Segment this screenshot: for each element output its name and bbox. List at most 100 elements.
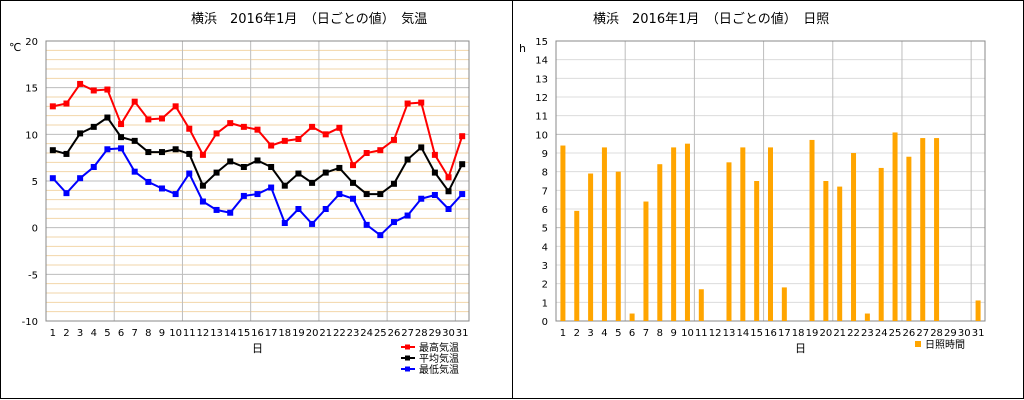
sunshine-chart: 横浜 2016年1月 （日ごとの値） 日照0123456789101112131… (519, 11, 986, 355)
chart-title: 横浜 2016年1月 （日ごとの値） 日照 (593, 11, 829, 27)
x-tick-label: 18 (792, 328, 805, 339)
x-tick-label: 7 (643, 328, 649, 339)
x-tick-label: 4 (601, 328, 607, 339)
data-point (172, 191, 179, 198)
x-tick-label: 20 (306, 328, 319, 339)
x-tick-label: 3 (587, 328, 593, 339)
data-point (309, 179, 316, 186)
y-axis-unit: ℃ (9, 41, 21, 54)
data-point (418, 99, 425, 106)
x-tick-label: 11 (695, 328, 708, 339)
y-tick-label: 5 (32, 177, 38, 188)
x-tick-label: 16 (251, 328, 264, 339)
data-point (172, 103, 179, 110)
data-point (158, 149, 165, 156)
data-point (240, 164, 247, 170)
y-tick-label: 15 (535, 37, 548, 48)
x-axis-label: 日 (252, 342, 263, 355)
x-tick-label: 1 (50, 328, 56, 339)
x-tick-label: 29 (429, 328, 442, 339)
legend-label: 最低気温 (419, 363, 459, 376)
x-tick-label: 10 (681, 328, 694, 339)
x-tick-label: 28 (415, 328, 428, 339)
data-point (363, 150, 370, 156)
bar (837, 186, 843, 321)
bar (588, 173, 594, 321)
data-point (77, 130, 84, 137)
data-point (254, 126, 261, 133)
x-tick-label: 19 (292, 328, 305, 339)
data-point (227, 158, 234, 165)
data-point (145, 178, 152, 185)
data-point (172, 146, 179, 153)
data-point (186, 125, 193, 132)
x-tick-label: 13 (723, 328, 736, 339)
bar (698, 289, 704, 321)
x-tick-label: 13 (210, 328, 223, 339)
x-tick-label: 22 (333, 328, 346, 339)
data-point (118, 121, 125, 128)
data-point (336, 191, 343, 198)
data-point (350, 162, 357, 169)
data-point (404, 156, 411, 163)
data-point (145, 116, 152, 123)
data-point (254, 157, 261, 164)
data-point (213, 169, 220, 176)
bar (671, 147, 677, 321)
x-tick-label: 20 (819, 328, 832, 339)
plot-frame (45, 40, 470, 322)
x-tick-label: 2 (63, 328, 69, 339)
y-tick-label: 15 (25, 84, 38, 95)
legend-label: 最高気温 (419, 341, 459, 354)
y-tick-label: 7 (542, 186, 548, 197)
data-point (131, 98, 138, 105)
x-tick-label: 10 (169, 328, 182, 339)
bar (823, 181, 829, 321)
data-point (199, 182, 206, 189)
data-point (336, 124, 343, 131)
y-tick-label: 11 (535, 112, 548, 123)
data-point (240, 123, 247, 130)
bar (892, 132, 898, 321)
data-point (186, 150, 193, 157)
bar (615, 171, 621, 321)
data-point (49, 103, 56, 110)
data-point (213, 206, 220, 213)
data-point (459, 161, 466, 168)
y-axis-unit: h (519, 42, 526, 55)
data-point (49, 147, 56, 154)
data-point (77, 175, 84, 182)
bar (643, 201, 649, 321)
x-tick-label: 1 (560, 328, 566, 339)
data-point (377, 147, 384, 154)
x-tick-label: 8 (145, 328, 151, 339)
x-tick-label: 16 (764, 328, 777, 339)
data-point (90, 164, 97, 170)
x-tick-label: 25 (374, 328, 387, 339)
data-point (186, 170, 193, 177)
x-tick-label: 22 (847, 328, 860, 339)
x-axis-label: 日 (795, 342, 806, 355)
x-tick-label: 24 (875, 328, 888, 339)
y-tick-label: 2 (542, 280, 548, 291)
legend-marker (405, 366, 410, 372)
data-point (104, 146, 111, 153)
x-tick-label: 15 (750, 328, 763, 339)
bar (975, 300, 981, 321)
data-point (49, 175, 56, 182)
data-point (199, 151, 206, 158)
bar (726, 162, 732, 321)
legend-marker (915, 341, 921, 347)
x-tick-label: 24 (360, 328, 373, 339)
data-point (350, 179, 357, 186)
data-point (145, 149, 152, 156)
data-point (295, 206, 302, 212)
x-tick-label: 21 (833, 328, 846, 339)
bar (934, 138, 940, 321)
data-point (350, 195, 357, 202)
x-tick-label: 30 (442, 328, 455, 339)
data-point (459, 191, 466, 198)
bar (560, 145, 566, 321)
x-tick-label: 23 (861, 328, 874, 339)
data-point (322, 131, 329, 138)
